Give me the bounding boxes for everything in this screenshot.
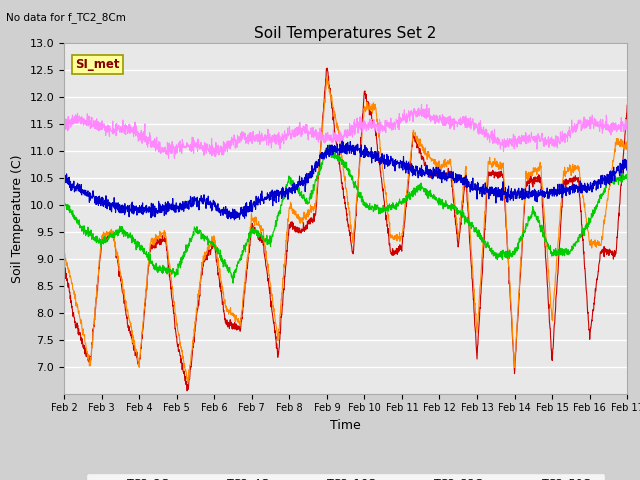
TC2_4Cm — [319, 115, 327, 121]
TC2_4Cm — [89, 336, 97, 342]
TC2_50Cm — [60, 124, 68, 130]
TC2_4Cm — [184, 380, 191, 385]
TC2_16Cm — [607, 177, 615, 183]
TC2_4Cm — [504, 248, 512, 254]
TC2_32Cm — [319, 152, 327, 158]
TC2_2Cm — [323, 65, 331, 71]
Line: TC2_4Cm: TC2_4Cm — [64, 77, 627, 383]
TC2_50Cm — [319, 132, 327, 138]
X-axis label: Time: Time — [330, 419, 361, 432]
TC2_32Cm — [60, 174, 68, 180]
TC2_16Cm — [89, 231, 97, 237]
TC2_2Cm — [60, 264, 68, 269]
TC2_4Cm — [623, 144, 631, 149]
Y-axis label: Soil Temperature (C): Soil Temperature (C) — [11, 154, 24, 283]
TC2_4Cm — [607, 171, 615, 177]
TC2_32Cm — [623, 158, 631, 164]
TC2_50Cm — [171, 156, 179, 161]
Line: TC2_50Cm: TC2_50Cm — [64, 105, 627, 158]
TC2_50Cm — [418, 102, 426, 108]
TC2_32Cm — [607, 174, 615, 180]
Title: Soil Temperatures Set 2: Soil Temperatures Set 2 — [255, 25, 436, 41]
TC2_16Cm — [607, 174, 615, 180]
Line: TC2_32Cm: TC2_32Cm — [64, 140, 627, 220]
TC2_2Cm — [183, 388, 191, 394]
TC2_4Cm — [607, 175, 615, 180]
TC2_50Cm — [607, 126, 615, 132]
TC2_16Cm — [335, 156, 342, 162]
TC2_16Cm — [324, 142, 332, 148]
TC2_50Cm — [504, 137, 512, 143]
TC2_32Cm — [230, 217, 238, 223]
TC2_32Cm — [334, 147, 342, 153]
TC2_2Cm — [319, 109, 327, 115]
TC2_50Cm — [623, 119, 631, 125]
Line: TC2_2Cm: TC2_2Cm — [64, 68, 627, 391]
TC2_2Cm — [623, 102, 631, 108]
TC2_16Cm — [319, 156, 327, 162]
TC2_2Cm — [89, 333, 97, 339]
TC2_4Cm — [323, 74, 331, 80]
Legend: TC2_2Cm, TC2_4Cm, TC2_16Cm, TC2_32Cm, TC2_50Cm: TC2_2Cm, TC2_4Cm, TC2_16Cm, TC2_32Cm, TC… — [86, 473, 605, 480]
TC2_16Cm — [623, 175, 631, 180]
TC2_50Cm — [334, 135, 342, 141]
TC2_2Cm — [504, 251, 512, 256]
TC2_2Cm — [607, 250, 615, 255]
TC2_32Cm — [89, 192, 97, 197]
TC2_32Cm — [607, 180, 615, 186]
TC2_32Cm — [338, 137, 346, 143]
Line: TC2_16Cm: TC2_16Cm — [64, 145, 627, 283]
TC2_50Cm — [607, 125, 615, 131]
TC2_4Cm — [335, 128, 342, 133]
TC2_50Cm — [89, 123, 97, 129]
TC2_2Cm — [607, 249, 615, 255]
Text: No data for f_TC2_8Cm: No data for f_TC2_8Cm — [6, 12, 126, 23]
TC2_2Cm — [335, 156, 342, 162]
TC2_16Cm — [229, 280, 237, 286]
TC2_32Cm — [504, 186, 512, 192]
TC2_4Cm — [60, 254, 68, 260]
TC2_16Cm — [504, 251, 512, 256]
Text: SI_met: SI_met — [76, 58, 120, 71]
TC2_16Cm — [60, 200, 68, 206]
